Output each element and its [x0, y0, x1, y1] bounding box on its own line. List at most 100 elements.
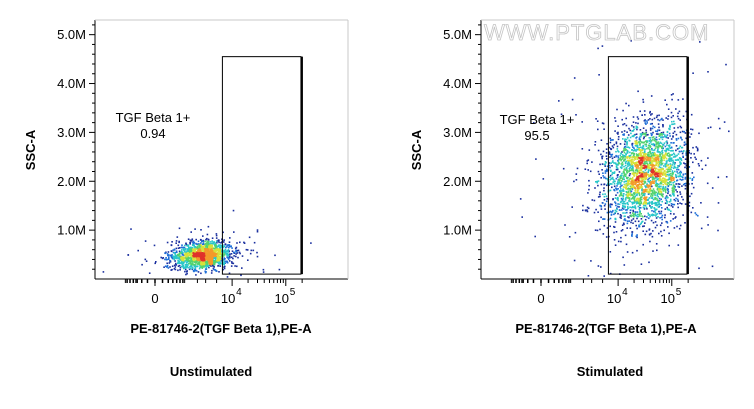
event-dot — [181, 259, 184, 261]
event-dot — [192, 244, 194, 247]
event-dot — [660, 182, 663, 185]
event-dot — [622, 200, 624, 202]
event-dot — [218, 241, 220, 244]
event-dot — [621, 184, 623, 187]
event-dot — [665, 160, 668, 162]
event-dot — [613, 231, 615, 234]
event-dot — [684, 187, 687, 190]
event-dot — [646, 159, 649, 162]
event-dot — [221, 238, 223, 240]
event-dot — [178, 260, 181, 262]
event-dot — [642, 230, 644, 232]
event-dot — [657, 151, 659, 153]
event-dot — [622, 256, 624, 259]
event-dot — [603, 275, 605, 277]
event-dot — [649, 118, 651, 120]
event-dot — [605, 200, 608, 203]
event-dot — [681, 185, 683, 187]
event-dot — [676, 191, 678, 193]
event-dot — [192, 258, 194, 261]
x-tick-exponent: 5 — [290, 287, 296, 298]
event-dot — [201, 263, 203, 266]
event-dot — [195, 242, 197, 245]
event-dot — [605, 168, 608, 171]
event-dot — [665, 153, 667, 156]
event-dot — [672, 184, 675, 186]
event-dot — [661, 145, 664, 148]
event-dot — [205, 244, 207, 247]
event-dot — [655, 162, 658, 164]
event-dot — [175, 255, 178, 257]
event-dot — [670, 158, 672, 161]
event-dot — [619, 154, 621, 157]
event-dot — [644, 185, 646, 187]
event-dot — [189, 247, 192, 250]
event-dot — [644, 148, 646, 151]
event-dot — [213, 262, 216, 265]
event-dot — [208, 256, 211, 258]
event-dot — [609, 272, 612, 275]
event-dot — [639, 129, 642, 131]
event-dot — [213, 255, 215, 257]
event-dot — [641, 141, 643, 144]
event-dot — [193, 254, 195, 256]
event-dot — [671, 159, 673, 161]
event-dot — [617, 160, 620, 163]
event-dot — [227, 249, 230, 251]
event-dot — [696, 149, 699, 152]
event-dot — [625, 124, 628, 127]
event-dot — [666, 134, 669, 136]
event-dot — [166, 262, 168, 265]
event-dot — [588, 184, 590, 187]
event-dot — [599, 195, 601, 198]
event-dot — [697, 163, 700, 165]
event-dot — [192, 257, 195, 260]
event-dot — [154, 262, 156, 265]
event-dot — [198, 250, 200, 252]
event-dot — [677, 185, 679, 188]
event-dot — [711, 265, 714, 268]
event-dot — [651, 206, 653, 208]
event-dot — [165, 257, 167, 259]
event-dot — [650, 143, 653, 145]
gate-rectangle[interactable] — [221, 56, 302, 275]
event-dot — [642, 154, 645, 157]
event-dot — [696, 147, 699, 150]
event-dot — [657, 187, 659, 189]
event-dot — [228, 245, 231, 248]
event-dot — [199, 251, 202, 253]
event-dot — [695, 146, 698, 148]
event-dot — [631, 163, 634, 166]
event-dot — [642, 101, 645, 103]
event-dot — [685, 182, 687, 185]
event-dot — [623, 123, 626, 125]
event-dot — [657, 199, 660, 202]
event-dot — [634, 162, 636, 164]
event-dot — [649, 145, 651, 147]
event-dot — [650, 181, 652, 183]
event-dot — [642, 151, 644, 154]
event-dot — [186, 250, 188, 252]
event-dot — [652, 131, 654, 134]
event-dot — [629, 209, 632, 211]
event-dot — [169, 266, 171, 268]
event-dot — [214, 243, 217, 245]
event-dot — [220, 260, 223, 262]
event-dot — [171, 256, 174, 259]
event-dot — [615, 168, 618, 171]
event-dot — [653, 149, 656, 151]
event-dot — [678, 147, 680, 149]
event-dot — [678, 227, 681, 230]
event-dot — [233, 231, 235, 233]
event-dot — [652, 192, 654, 195]
event-dot — [626, 211, 628, 214]
event-dot — [145, 260, 148, 262]
event-dot — [623, 159, 626, 162]
event-dot — [656, 249, 658, 252]
event-dot — [576, 167, 579, 170]
event-dot — [590, 260, 592, 262]
event-dot — [642, 172, 644, 175]
event-dot — [692, 161, 694, 164]
event-dot — [172, 249, 174, 251]
event-dot — [654, 198, 656, 201]
